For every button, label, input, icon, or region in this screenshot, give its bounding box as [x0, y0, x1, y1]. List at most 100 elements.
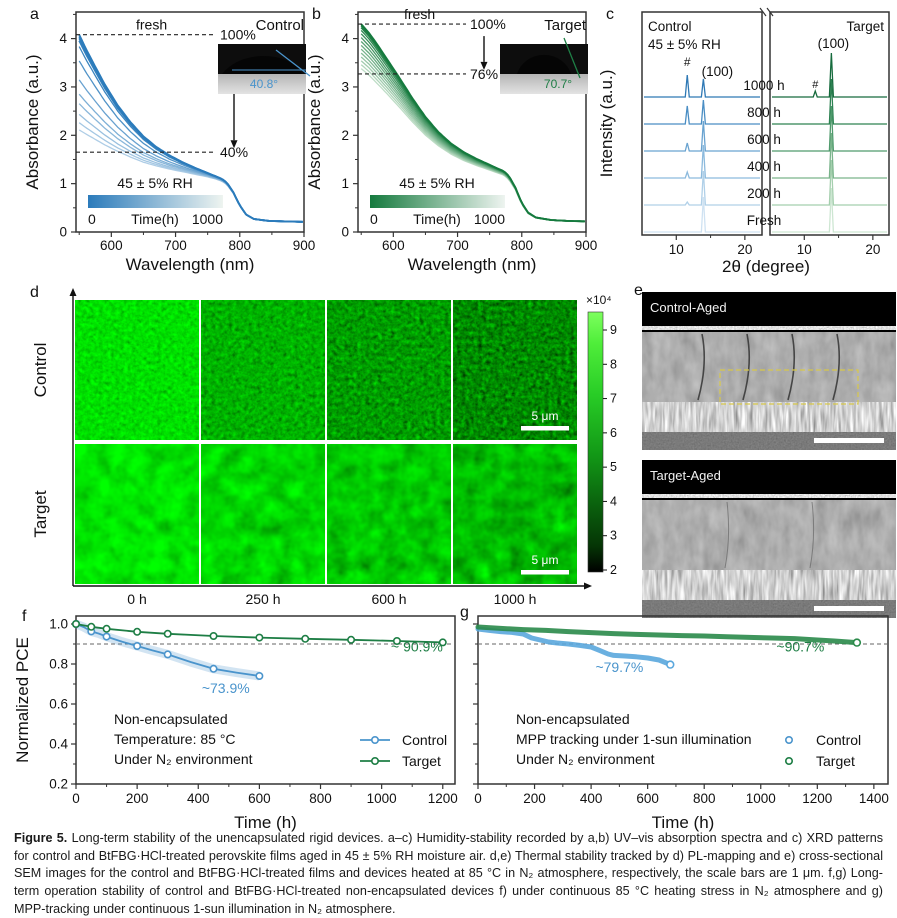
- pl-map-image: [327, 444, 451, 584]
- uvvis-target-chart: 600 700 800 900 0 1 2 3 4 Wavelength (nm) Absorban…: [305, 6, 597, 274]
- cbar-tick-label: 9: [610, 323, 617, 337]
- row-label: Control: [31, 343, 50, 398]
- arrow-head: [480, 61, 488, 70]
- grain-boundary: [724, 501, 730, 569]
- y-tick-label: 4: [59, 31, 67, 46]
- row-label: Target: [31, 490, 50, 538]
- data-marker: [301, 634, 310, 643]
- x-tick-label: 900: [293, 238, 316, 253]
- y-tick-label: 1.0: [49, 617, 68, 632]
- cbar-0: 0: [88, 211, 96, 227]
- cbar-0: 0: [370, 211, 378, 227]
- data-marker: [102, 624, 111, 633]
- sem-label: Control-Aged: [650, 300, 727, 315]
- x-tick-label: 700: [164, 238, 187, 253]
- cbar-tick-label: 6: [610, 426, 617, 440]
- x-tick-label: 0: [474, 791, 482, 806]
- data-marker: [71, 619, 80, 628]
- y-tick-label: 3: [59, 79, 67, 94]
- data-marker: [392, 636, 401, 645]
- data-marker: [87, 622, 96, 631]
- caption-label: Figure 5.: [14, 831, 68, 845]
- end-marker: [666, 660, 675, 669]
- pct100-label: 100%: [220, 27, 256, 43]
- x-tick-label: 20: [737, 242, 752, 257]
- axes-frame: [769, 11, 890, 236]
- axes-frame: [75, 11, 305, 233]
- fresh-label: fresh: [404, 6, 435, 22]
- pl-map-image: [75, 444, 199, 584]
- top-electrode-highlight: [642, 326, 896, 330]
- angle-line: [563, 37, 581, 79]
- hash-label: #: [684, 55, 691, 69]
- pl-map-image: [453, 300, 577, 440]
- x-tick-label: 800: [309, 791, 332, 806]
- pctlow-label: 76%: [470, 66, 498, 82]
- axes-frame: [477, 615, 889, 785]
- rh-label: 45 ± 5% RH: [648, 37, 721, 52]
- x-axis-title: Time (h): [652, 813, 715, 832]
- x-tick-label: 1000: [367, 791, 397, 806]
- legend-marker: [370, 736, 379, 745]
- x-tick-label: 10: [797, 242, 812, 257]
- data-marker: [347, 635, 356, 644]
- legend-marker: [784, 736, 793, 745]
- x-tick-label: 400: [187, 791, 210, 806]
- y-axis-title: Absorbance (a.u.): [305, 54, 324, 189]
- time-label: 800 h: [747, 105, 781, 120]
- grain-boundary: [787, 333, 796, 401]
- substrate-texture: [642, 600, 896, 618]
- panel-d-letter: d: [30, 284, 39, 301]
- top-electrode-highlight: [642, 494, 896, 498]
- fto-layer: [642, 570, 896, 600]
- x-tick-label: 10: [669, 242, 684, 257]
- x-tick-label: 1400: [859, 791, 889, 806]
- x-tick-label: 600: [636, 791, 659, 806]
- target-label: Target: [846, 19, 884, 34]
- perovskite-tint: [642, 500, 896, 570]
- fto-layer: [642, 402, 896, 432]
- panel-b: b 600 700 800 900 0 1 2 3 4 Wavelength (nm) Absorb…: [300, 0, 597, 280]
- xrd-trace: [772, 78, 887, 125]
- y-tick-label: 1: [341, 176, 349, 191]
- grain-boundary: [809, 501, 815, 569]
- panel-g-letter: g: [460, 604, 469, 621]
- cbar-tick-label: 4: [610, 494, 617, 508]
- x-tick-label: 20: [865, 242, 880, 257]
- y-axis-title: Intensity (a.u.): [597, 70, 616, 178]
- xrd-trace: [772, 132, 887, 179]
- panel-d: d Control Target 0 h 250 h 600 h 1000 h 5 μm 5 …: [20, 282, 632, 622]
- pl-colorbar: [587, 311, 604, 573]
- xrd-trace: [644, 74, 760, 98]
- x-tick-label: 1200: [428, 791, 458, 806]
- time-colorbar: [88, 195, 223, 208]
- perovskite-tint: [642, 332, 896, 402]
- sem-images: Control-Aged Target-Aged: [642, 292, 896, 618]
- x-tick-label: 600: [100, 238, 123, 253]
- figure-caption: Figure 5. Long-term stability of the une…: [14, 830, 883, 918]
- pl-map-image: [201, 300, 325, 440]
- fresh-label: fresh: [136, 17, 167, 33]
- info-text: Non-encapsulated: [114, 711, 228, 727]
- col-time-label: 250 h: [245, 591, 280, 607]
- time-label: 600 h: [747, 132, 781, 147]
- substrate-texture: [642, 432, 896, 450]
- sem-scalebar: [814, 438, 884, 443]
- x-tick-label: 1200: [802, 791, 832, 806]
- x-axis-title: Wavelength (nm): [408, 255, 537, 274]
- scalebar: [521, 570, 569, 575]
- cbar-1000: 1000: [474, 211, 505, 227]
- y-tick-label: 0.2: [49, 777, 68, 792]
- col-time-label: 0 h: [127, 591, 146, 607]
- pce-line: [475, 624, 860, 646]
- xrd-trace: [772, 187, 887, 233]
- x-tick-label: 0: [72, 791, 80, 806]
- panel-c: c 10 20 10 20 2θ (degree) Intensity (a.u.) Con…: [594, 0, 896, 280]
- data-marker: [209, 664, 218, 673]
- y-tick-label: 4: [341, 31, 349, 46]
- angle-value: 40.8°: [250, 77, 278, 91]
- sem-scalebar: [814, 606, 884, 611]
- pce-mpp-chart: 0 200 400 600 800 1000 1200 1400 Time (h) ~79.7% ~…: [473, 615, 889, 832]
- y-tick-label: 0.4: [49, 737, 68, 752]
